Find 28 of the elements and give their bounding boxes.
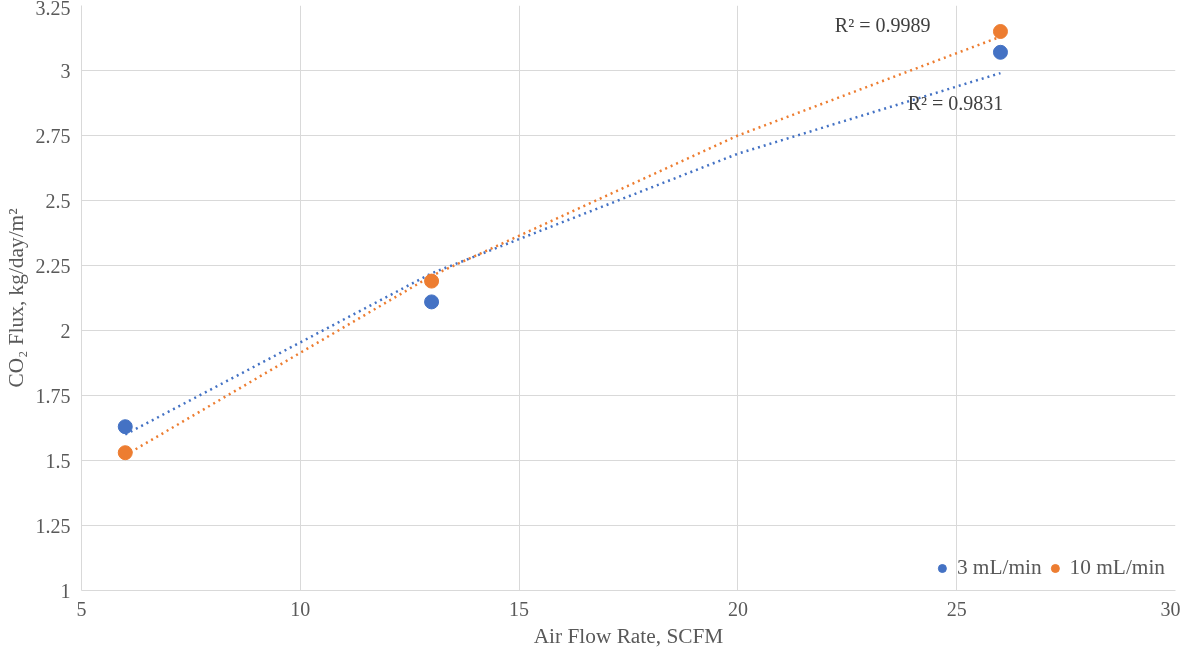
y-tick-label: 2: [60, 319, 71, 342]
annotation: R² = 0.9831: [907, 92, 1004, 115]
point: [117, 445, 133, 461]
point: [424, 273, 440, 289]
y-tick-label: 2.25: [35, 254, 71, 277]
x-tick-label: 10: [290, 597, 311, 620]
annotation: R² = 0.9989: [834, 13, 931, 36]
x-tick-label: 15: [509, 597, 530, 620]
point: [424, 294, 440, 310]
y-tick-label: 2.75: [35, 124, 71, 147]
point: [992, 44, 1008, 60]
point: [117, 419, 133, 435]
y-tick-label: 3.25: [35, 0, 71, 19]
y-tick-label: 1.5: [45, 449, 71, 472]
x-tick-label: 25: [946, 597, 967, 620]
legend-label: 3 mL/min: [956, 555, 1042, 580]
x-tick-label: 20: [727, 597, 748, 620]
point: [992, 24, 1008, 39]
x-axis-title: Air Flow Rate, SCFM: [533, 623, 724, 648]
x-tick-label: 30: [1160, 597, 1181, 620]
y-tick-label: 2.5: [45, 189, 71, 212]
y-tick-label: 3: [60, 59, 71, 82]
y-tick-label: 1: [60, 579, 71, 602]
legend-label: 10 mL/min: [1069, 555, 1165, 580]
y-tick-label: 1.25: [35, 514, 71, 537]
y-axis-title: CO₂ Flux, kg/day/m²: [3, 208, 28, 388]
y-tick-label: 1.75: [35, 384, 71, 407]
x-tick-label: 5: [76, 597, 87, 620]
